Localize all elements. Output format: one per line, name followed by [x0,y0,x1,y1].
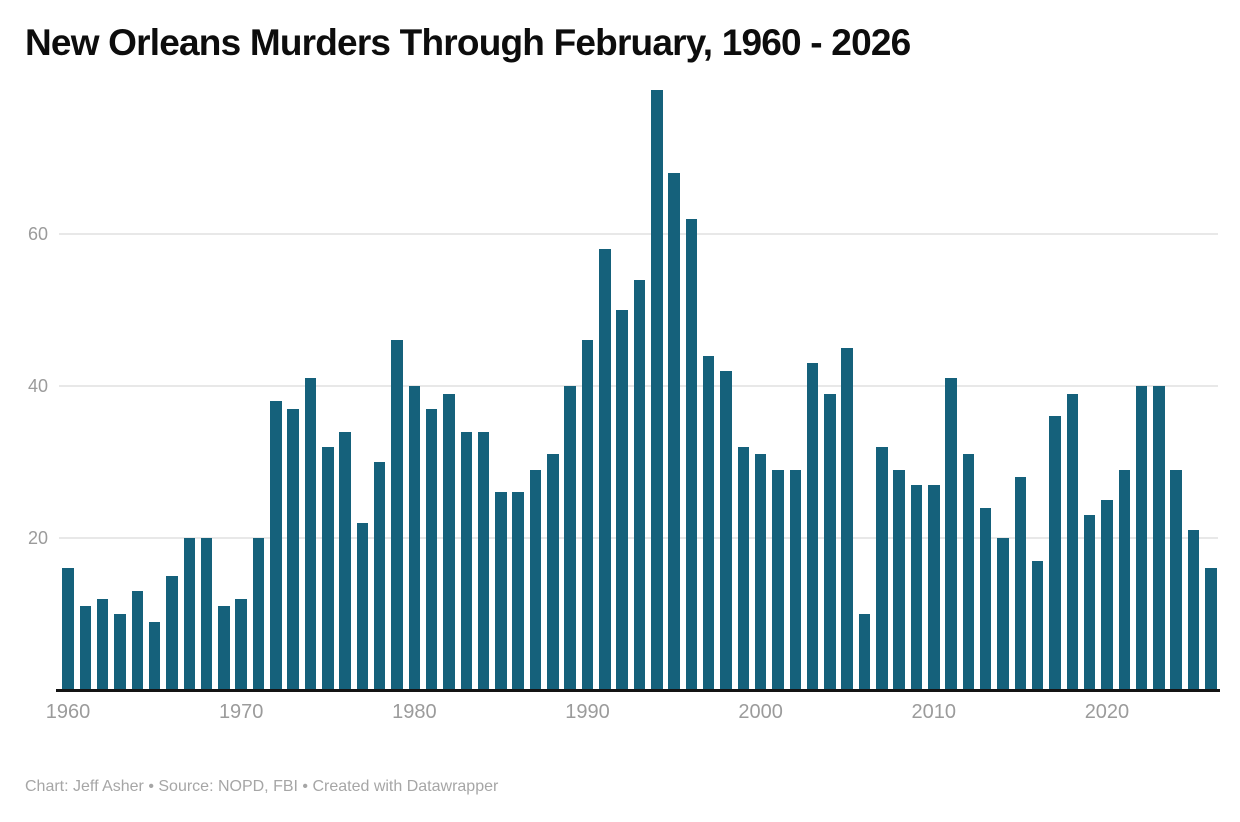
bar-2000[interactable] [754,454,767,690]
bar-2025[interactable] [1187,530,1200,690]
chart-title: New Orleans Murders Through February, 19… [25,22,911,63]
bar-1970[interactable] [235,598,247,690]
bar-1967[interactable] [183,538,195,690]
bar-2020[interactable] [1101,500,1113,690]
gridline-y-60 [59,233,1218,235]
bar-1978[interactable] [373,462,386,690]
bar-2003[interactable] [806,363,819,690]
bar-1968[interactable] [200,538,213,690]
bar-1980[interactable] [408,386,421,690]
x-tick-label-2000: 2000 [738,701,783,723]
y-tick-label-60: 60 [27,224,48,244]
bar-1961[interactable] [79,606,92,690]
bar-2014[interactable] [997,538,1009,690]
bar-2008[interactable] [893,469,905,690]
bar-1993[interactable] [633,279,646,690]
bar-1983[interactable] [460,431,473,690]
bar-1984[interactable] [477,431,490,690]
bar-1965[interactable] [148,621,161,690]
bar-1986[interactable] [512,492,524,690]
x-tick-label-1960: 1960 [45,701,91,723]
y-tick-label-40: 40 [27,376,48,396]
bar-1971[interactable] [252,538,265,690]
bar-1972[interactable] [270,401,282,690]
bar-2018[interactable] [1066,393,1079,690]
bar-1960[interactable] [62,568,74,690]
bar-2002[interactable] [789,469,802,690]
bar-2012[interactable] [962,454,975,690]
bar-1966[interactable] [166,576,178,690]
bar-1989[interactable] [564,386,576,690]
bar-1973[interactable] [287,408,299,690]
bar-2019[interactable] [1083,515,1096,690]
bar-1964[interactable] [131,591,144,690]
bar-1990[interactable] [581,340,594,690]
bar-1987[interactable] [529,469,542,690]
bar-2011[interactable] [945,378,957,690]
bar-1999[interactable] [737,446,750,690]
bar-2005[interactable] [841,348,853,690]
bar-1991[interactable] [599,249,611,690]
bar-1975[interactable] [322,446,334,690]
chart-footer: Chart: Jeff Asher • Source: NOPD, FBI • … [25,778,499,795]
bar-2013[interactable] [979,507,992,690]
bar-1977[interactable] [356,522,369,690]
bar-2015[interactable] [1014,477,1027,690]
bar-1976[interactable] [339,431,351,690]
bar-2021[interactable] [1118,469,1130,690]
bar-1998[interactable] [720,370,732,690]
bar-2024[interactable] [1170,469,1182,690]
bar-1995[interactable] [668,173,680,690]
bar-2009[interactable] [910,484,923,690]
x-tick-label-2010: 2010 [911,701,957,723]
x-axis-line [56,689,1220,692]
bar-1996[interactable] [685,218,698,690]
y-tick-label-20: 20 [27,528,48,548]
bar-1963[interactable] [114,614,126,690]
bar-1982[interactable] [443,393,455,690]
bar-2023[interactable] [1153,386,1165,690]
bar-1985[interactable] [495,492,507,690]
bar-2001[interactable] [772,469,784,690]
bar-1969[interactable] [218,606,230,690]
bar-2010[interactable] [928,484,940,690]
bar-2022[interactable] [1135,386,1148,690]
bar-1992[interactable] [616,310,628,690]
x-tick-label-1980: 1980 [392,701,437,723]
bar-1997[interactable] [702,355,715,690]
bar-1981[interactable] [425,408,438,690]
bar-2007[interactable] [876,446,888,690]
bar-2017[interactable] [1049,416,1061,690]
bar-2026[interactable] [1205,568,1217,690]
x-tick-label-1990: 1990 [565,701,610,723]
bar-1979[interactable] [391,340,403,690]
bar-1974[interactable] [304,378,317,690]
bar-2006[interactable] [858,614,871,690]
bar-2004[interactable] [824,393,836,690]
bar-1988[interactable] [547,454,559,690]
bar-1994[interactable] [651,89,663,690]
bar-1962[interactable] [96,598,109,690]
x-tick-label-2020: 2020 [1084,701,1130,723]
x-tick-label-1970: 1970 [218,701,264,723]
bar-2016[interactable] [1031,560,1044,690]
